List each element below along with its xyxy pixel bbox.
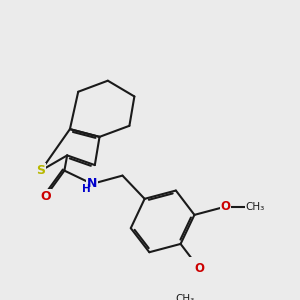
- Text: N: N: [87, 177, 97, 190]
- Text: O: O: [40, 190, 51, 202]
- Text: O: O: [221, 200, 231, 213]
- Text: O: O: [194, 262, 204, 275]
- Text: CH₃: CH₃: [245, 202, 265, 212]
- Text: CH₃: CH₃: [176, 294, 195, 300]
- Text: H: H: [82, 184, 91, 194]
- Text: S: S: [36, 164, 45, 177]
